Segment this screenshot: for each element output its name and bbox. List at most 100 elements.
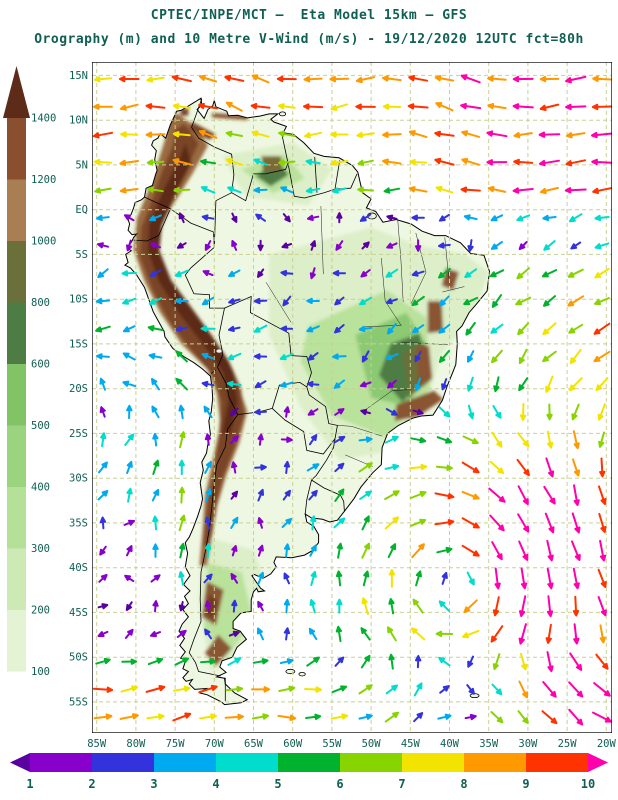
wind-arrow [461,461,480,474]
elevation-colorbar-segment [7,179,26,241]
wind-arrow [388,653,395,670]
wind-arrow [512,75,534,83]
wind-arrow [310,515,317,531]
wind-arrow [361,350,370,363]
wind-arrow [335,240,344,251]
wind-arrow [567,268,584,278]
wind-arrow [411,627,426,641]
wind-arrow [415,655,422,669]
elevation-colorbar-label: 1200 [31,174,56,186]
wind-arrow [225,130,243,137]
wind-arrow [360,654,371,669]
wind-arrow [461,517,480,529]
wind-arrow [99,377,106,391]
wind-arrow [441,571,448,585]
wind-arrow [257,517,264,529]
wind-arrow [467,350,475,363]
wind-arrow [226,380,242,388]
wind-arrow [543,240,556,251]
wind-arrow [309,267,316,280]
wind-arrow [517,432,530,448]
wind-arrow [460,186,481,193]
elevation-colorbar-segment [7,548,26,610]
lon-tick-label: 30W [518,738,538,750]
wind-arrow [490,323,504,334]
wind-arrow [382,131,402,138]
wind-arrow [385,268,399,278]
wind-arrow [201,380,215,388]
wind-arrow [98,574,108,583]
wind-arrow [231,545,238,557]
wind-arrow [100,432,107,448]
wind-arrow [121,658,138,665]
wind-arrow [382,103,402,110]
wind-arrow [336,212,343,224]
wind-arrow [148,297,163,305]
wind-arrow [543,485,556,505]
wind-arrow [283,572,290,585]
lat-tick-label: 10S [69,294,88,306]
wind-arrow [512,187,534,194]
wind-arrow [228,630,240,637]
wind-arrow [201,352,215,360]
wind-arrow [174,657,189,666]
wind-arrow [573,484,580,506]
wind-arrow [593,322,611,335]
wind-arrow [385,684,398,695]
wind-arrow [408,130,428,139]
elevation-colorbar-label: 600 [31,359,50,371]
wind-arrow [568,213,583,223]
wind-arrow [94,187,112,194]
wind-arrow [330,131,349,138]
wind-arrow [412,408,424,416]
terrain-shading [133,108,489,671]
wind-arrow [200,325,216,332]
wind-arrow [388,569,396,588]
wind-arrow [230,407,239,417]
wind-arrow [253,158,268,166]
wind-colorbar-label: 9 [522,777,529,791]
wind-arrow [204,433,212,446]
wind-arrow [569,348,582,365]
lat-tick-label: 5S [75,249,88,261]
wind-arrow [172,158,192,166]
elevation-colorbar-segment [7,487,26,549]
wind-arrow [254,408,267,416]
wind-arrow [387,543,397,559]
wind-arrow [486,159,508,166]
wind-arrow [253,186,268,194]
wind-arrow [279,381,294,388]
wind-arrow [357,186,374,193]
wind-arrow [280,436,293,443]
wind-arrow [306,656,320,667]
wind-arrow [461,544,480,557]
wind-arrow [384,516,400,530]
wind-arrow [592,711,612,723]
wind-arrow [409,158,428,166]
wind-arrow [467,239,474,252]
wind-arrow [202,270,214,277]
wind-arrow [461,490,480,500]
wind-arrow [359,296,373,306]
wind-arrow [413,712,424,723]
wind-arrow [360,627,371,641]
wind-arrow [361,241,370,250]
wind-arrow [151,488,160,502]
wind-arrow [598,485,607,505]
wind-arrow [200,158,217,165]
wind-arrow [490,241,503,250]
wind-arrow [97,268,109,279]
wind-arrow [464,268,478,279]
wind-arrow [145,103,166,110]
wind-arrow [224,713,244,720]
wind-arrow [487,75,507,82]
wind-arrow [303,103,324,110]
wind-arrow [204,628,212,640]
wind-arrow [490,214,504,222]
wind-arrow [96,353,110,360]
wind-arrow [147,325,164,332]
wind-arrow [146,76,165,83]
wind-arrow [490,625,504,643]
wind-arrow [257,571,265,585]
wind-arrow [122,352,136,361]
